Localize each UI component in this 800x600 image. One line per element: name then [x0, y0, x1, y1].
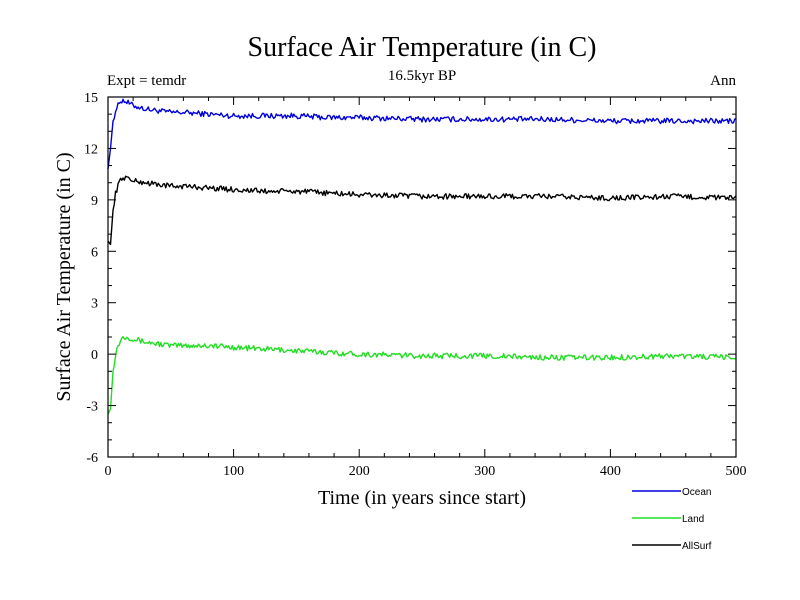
series-layer [107, 98, 737, 415]
y-tick-label: 0 [91, 348, 98, 363]
x-axis-label: Time (in years since start) [318, 487, 526, 509]
legend-label-land: Land [682, 514, 704, 525]
legend-label-allsurf: AllSurf [682, 541, 712, 552]
x-tick-label: 200 [349, 464, 370, 479]
plot-frame [107, 96, 737, 458]
experiment-label: Expt = temdr [107, 73, 186, 89]
y-tick-label: -6 [86, 451, 98, 466]
y-tick-label: 3 [91, 297, 98, 312]
y-tick-label: -3 [86, 400, 98, 415]
x-tick-label: 0 [105, 464, 112, 479]
y-axis-label: Surface Air Temperature (in C) [53, 152, 75, 401]
y-tick-label: 15 [84, 91, 98, 106]
legend-label-ocean: Ocean [682, 487, 711, 498]
x-tick-label: 100 [223, 464, 244, 479]
season-label: Ann [710, 73, 736, 89]
x-tick-label: 400 [600, 464, 621, 479]
x-axis: 0 100 200 300 400 500 [105, 97, 747, 479]
series-line-land [107, 335, 737, 415]
y-tick-label: 9 [91, 194, 98, 209]
legend: Ocean Land AllSurf [632, 487, 712, 552]
x-minor-ticks [132, 97, 712, 457]
chart-title: Surface Air Temperature (in C) [248, 32, 597, 63]
y-minor-ticks [108, 113, 736, 441]
y-tick-label: 6 [91, 245, 98, 260]
series-line-ocean [107, 98, 737, 170]
y-tick-label: 12 [84, 142, 98, 157]
chart-subtitle: 16.5kyr BP [388, 68, 456, 84]
series-line-allsurf [107, 175, 737, 246]
y-axis: -6 -3 0 3 6 9 12 15 [84, 91, 736, 466]
x-tick-label: 300 [474, 464, 495, 479]
x-tick-label: 500 [726, 464, 747, 479]
